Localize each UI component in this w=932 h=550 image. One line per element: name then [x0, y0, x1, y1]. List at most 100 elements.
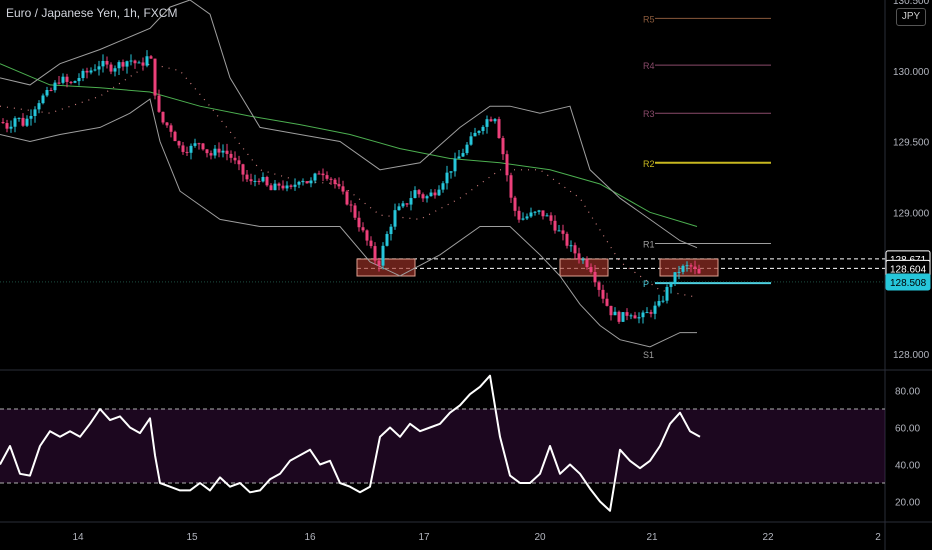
pivot-label: R3	[643, 109, 655, 119]
candle-up	[669, 283, 673, 287]
candle-down	[241, 164, 245, 175]
candle-up	[13, 118, 17, 127]
price-tick-label: 130.500	[893, 0, 930, 7]
candle-up	[461, 153, 465, 157]
candle-up	[529, 212, 533, 217]
highlight-zone	[356, 258, 416, 277]
candle-down	[237, 160, 241, 165]
time-tick-label: 21	[646, 532, 658, 543]
candle-down	[377, 260, 381, 266]
candle-up	[473, 132, 477, 137]
candle-down	[349, 204, 353, 206]
candle-up	[493, 119, 497, 122]
candle-up	[521, 218, 525, 220]
candle-up	[657, 301, 661, 306]
time-tick-label: 20	[534, 532, 546, 543]
candle-down	[585, 259, 589, 268]
candle-down	[489, 119, 493, 122]
candle-up	[33, 109, 37, 116]
candle-down	[693, 266, 697, 269]
candle-up	[25, 118, 29, 126]
candle-down	[433, 192, 437, 196]
candle-up	[453, 158, 457, 172]
candle-up	[9, 126, 13, 129]
candle-down	[157, 95, 161, 112]
candle-up	[457, 156, 461, 159]
candle-down	[201, 143, 205, 150]
pivot-label: P	[643, 279, 649, 289]
candle-up	[129, 60, 133, 62]
candle-down	[361, 227, 365, 231]
candle-down	[421, 194, 425, 199]
candle-down	[593, 271, 597, 283]
rsi-line	[0, 374, 701, 512]
candle-down	[577, 253, 581, 260]
candle-up	[449, 171, 453, 173]
candle-down	[173, 131, 177, 142]
candle-up	[29, 115, 33, 119]
candle-up	[93, 69, 97, 71]
currency-badge[interactable]: JPY	[896, 8, 926, 26]
candle-up	[273, 183, 277, 191]
rsi-tick-label: 20.00	[895, 498, 920, 509]
candle-up	[297, 181, 301, 185]
candle-down	[257, 180, 261, 182]
candle-up	[285, 185, 289, 189]
candle-down	[517, 210, 521, 220]
candle-down	[109, 64, 113, 72]
candle-down	[353, 205, 357, 218]
candle-down	[509, 175, 513, 198]
candle-down	[325, 175, 329, 179]
candle-up	[629, 315, 633, 317]
candle-up	[613, 311, 617, 316]
candle-down	[133, 60, 137, 64]
candle-up	[537, 210, 541, 212]
candle-down	[337, 184, 341, 187]
candle-up	[637, 317, 641, 319]
candle-up	[397, 206, 401, 211]
candle-up	[441, 183, 445, 190]
candle-down	[289, 185, 293, 187]
candle-down	[65, 76, 69, 82]
time-tick-label: 2	[875, 532, 881, 543]
candle-up	[89, 70, 93, 73]
candle-up	[37, 103, 41, 110]
candle-up	[401, 203, 405, 207]
candle-up	[533, 211, 537, 213]
candle-down	[553, 220, 557, 231]
candle-up	[41, 95, 45, 104]
candle-down	[169, 125, 173, 132]
candle-up	[393, 210, 397, 227]
candle-down	[341, 186, 345, 192]
candle-down	[5, 123, 9, 129]
candle-down	[697, 268, 701, 274]
candle-down	[105, 60, 109, 65]
candle-down	[165, 122, 169, 126]
candle-down	[1, 122, 5, 124]
pivot-label: R4	[643, 61, 655, 71]
candle-up	[581, 259, 585, 261]
candle-down	[589, 267, 593, 272]
candle-down	[617, 311, 621, 322]
candle-down	[265, 177, 269, 186]
candle-up	[301, 181, 305, 183]
candle-down	[197, 143, 201, 145]
candle-down	[565, 233, 569, 246]
candle-up	[645, 312, 649, 314]
rsi-tick-label: 60.00	[895, 424, 920, 435]
candle-up	[61, 76, 65, 83]
candle-down	[209, 153, 213, 156]
pivot-label: S1	[643, 350, 654, 360]
price-label: 128.604	[890, 264, 927, 275]
rsi-tick-label: 80.00	[895, 387, 920, 398]
price-tick-label: 130.000	[893, 67, 930, 78]
price-label-box	[885, 273, 931, 291]
candle-up	[101, 60, 105, 67]
candle-down	[689, 265, 693, 267]
candle-down	[497, 119, 501, 139]
candle-down	[501, 138, 505, 155]
candle-down	[405, 203, 409, 205]
candle-up	[545, 215, 549, 217]
candle-up	[45, 89, 49, 96]
